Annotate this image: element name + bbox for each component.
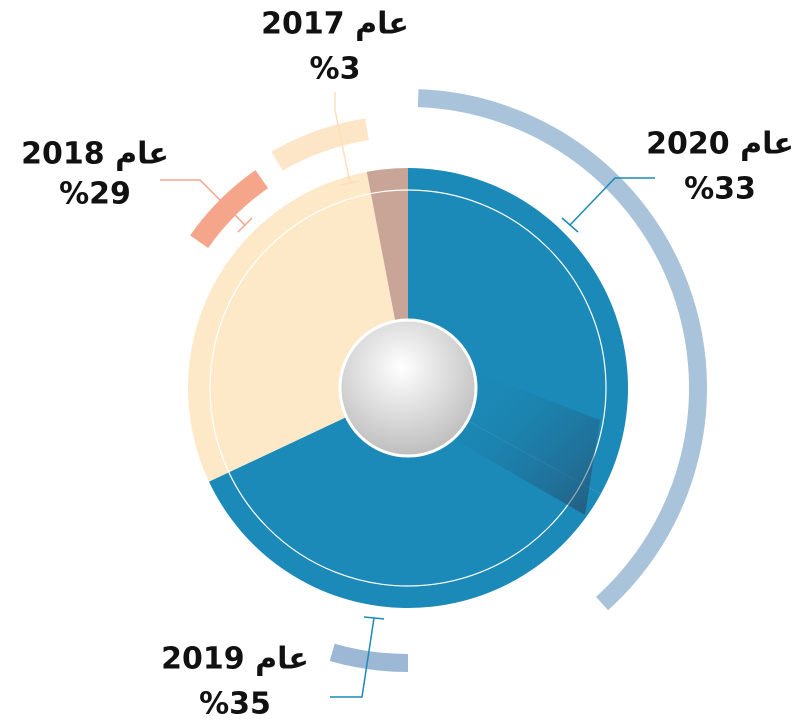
leader-line bbox=[160, 179, 246, 226]
slice-label: عام 2020 bbox=[646, 127, 794, 162]
value-label: %29 bbox=[59, 177, 131, 212]
value-label: %35 bbox=[199, 687, 271, 722]
value-label: %33 bbox=[684, 172, 756, 207]
value-label: %3 bbox=[310, 52, 361, 87]
leader-line bbox=[330, 617, 375, 698]
outer-arc bbox=[417, 89, 707, 611]
leader-line bbox=[334, 92, 351, 184]
outer-arc bbox=[329, 643, 409, 672]
slice-label: عام 2019 bbox=[161, 642, 309, 677]
leader-tick bbox=[363, 616, 385, 620]
leader-tick bbox=[237, 217, 253, 233]
leader-tick bbox=[340, 180, 360, 186]
inner-ring bbox=[209, 189, 607, 587]
center-hole bbox=[338, 318, 478, 458]
slice-label: عام 2018 bbox=[21, 137, 169, 172]
leader-tick bbox=[561, 217, 579, 233]
slice-label: عام 2017 bbox=[261, 7, 409, 42]
shadow bbox=[455, 370, 600, 515]
leader-line bbox=[569, 177, 655, 226]
outer-arc bbox=[271, 118, 369, 171]
